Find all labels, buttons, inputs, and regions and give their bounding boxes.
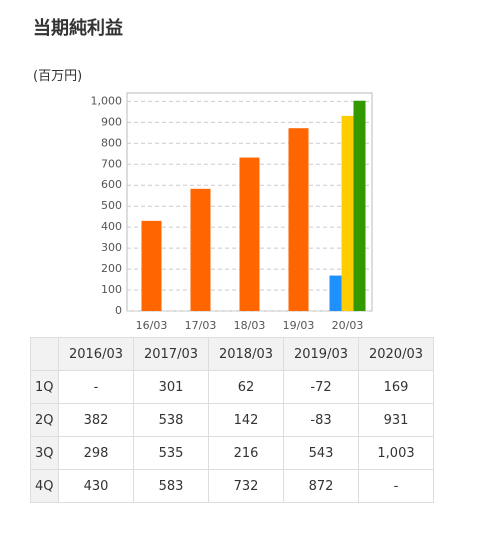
column-header: 2018/03 [208, 337, 284, 371]
corner-cell [30, 337, 59, 371]
y-tick-label: 500 [101, 199, 122, 212]
column-header: 2020/03 [358, 337, 434, 371]
table-cell: 142 [208, 403, 284, 437]
table-cell: - [358, 469, 434, 503]
table-cell: 62 [208, 370, 284, 404]
table-cell: 538 [133, 403, 209, 437]
table-cell: 583 [133, 469, 209, 503]
table-cell: 543 [283, 436, 359, 470]
table-cell: -83 [283, 403, 359, 437]
table-row: 3Q 298 535 216 543 1,003 [30, 436, 434, 470]
table-cell: 382 [58, 403, 134, 437]
table-cell: 732 [208, 469, 284, 503]
x-tick-label: 19/03 [283, 319, 315, 332]
chart: 0 100 200 300 400 500 600 700 800 900 1,000 16/03 17… [91, 92, 373, 332]
column-header: 2019/03 [283, 337, 359, 371]
table-cell: 931 [358, 403, 434, 437]
table-row: 1Q -301 62 -72 169 [30, 370, 434, 404]
table-cell: -72 [283, 370, 359, 404]
bar [353, 100, 366, 311]
y-tick-label: 1,000 [91, 94, 123, 107]
table-cell: 216 [208, 436, 284, 470]
y-tick-label: 300 [101, 241, 122, 254]
y-tick-label: 100 [101, 283, 122, 296]
bar [288, 128, 309, 311]
data-table: 2016/03 2017/03 2018/03 2019/03 2020/03 1Q -30… [30, 337, 434, 503]
table-cell: 430 [58, 469, 134, 503]
y-tick-label: 700 [101, 157, 122, 170]
table-cell: 169 [358, 370, 434, 404]
x-tick-label: 18/03 [234, 319, 266, 332]
bar [141, 220, 162, 311]
row-header: 1Q [30, 370, 59, 404]
y-tick-label: 0 [115, 304, 122, 317]
bar [190, 188, 211, 311]
table-cell: 872 [283, 469, 359, 503]
x-tick-label: 20/03 [332, 319, 364, 332]
y-tick-label: 200 [101, 262, 122, 275]
y-tick-label: 600 [101, 178, 122, 191]
x-tick-label: 17/03 [185, 319, 217, 332]
table-cell: 298 [58, 436, 134, 470]
table-cell: 1,003 [358, 436, 434, 470]
page-title: 当期純利益 [33, 18, 123, 39]
column-header: 2016/03 [58, 337, 134, 371]
table-cell: - [58, 370, 134, 404]
y-tick-label: 800 [101, 136, 122, 149]
column-header: 2017/03 [133, 337, 209, 371]
table-cell: 535 [133, 436, 209, 470]
row-header: 3Q [30, 436, 59, 470]
unit-label: (百万円) [33, 69, 83, 84]
row-header: 2Q [30, 403, 59, 437]
y-tick-label: 900 [101, 115, 122, 128]
table-row: 2Q 382 538 142 -83 931 [30, 403, 434, 437]
table-cell: 301 [133, 370, 209, 404]
table-row: 4Q 430 583 732 872- [30, 469, 434, 503]
bar [329, 275, 342, 311]
header-row: 2016/03 2017/03 2018/03 2019/03 2020/03 [30, 337, 434, 371]
bar [341, 115, 354, 311]
y-tick-label: 400 [101, 220, 122, 233]
bar [239, 157, 260, 311]
row-header: 4Q [30, 469, 59, 503]
x-tick-label: 16/03 [136, 319, 168, 332]
